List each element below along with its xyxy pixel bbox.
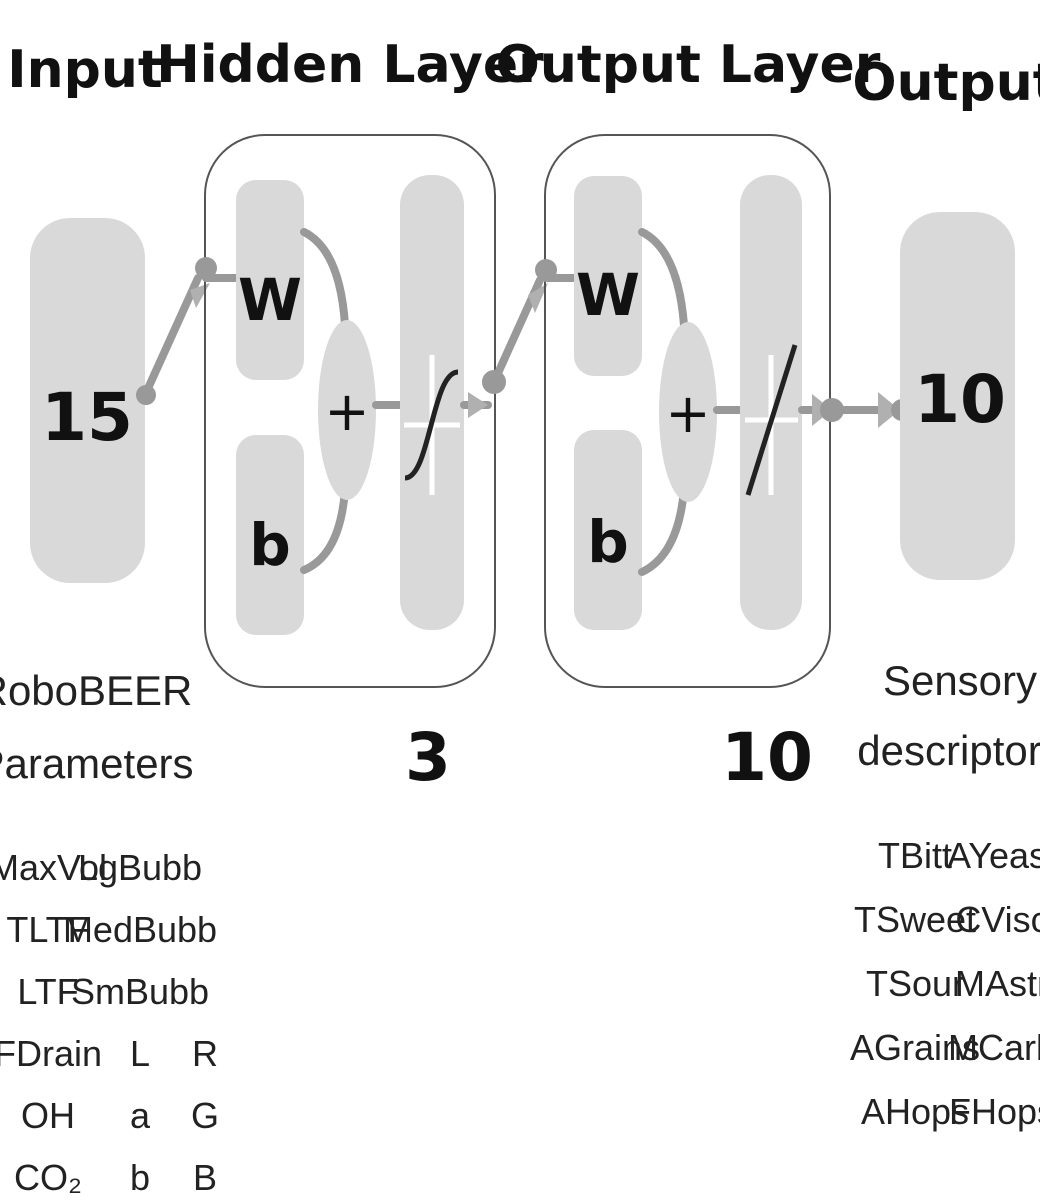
output-weight-to-sum [638, 228, 688, 329]
output-weight-box [574, 176, 642, 376]
sigmoid-activation-icon [404, 355, 460, 495]
descriptor-cell: FHops [949, 1091, 1040, 1132]
param-cell: MedBubb [63, 909, 217, 950]
hidden-weight-to-sum [300, 228, 349, 329]
descriptor-cell: MCarb [948, 1027, 1040, 1068]
param-cell: TLTF [6, 909, 89, 950]
hidden-weight-box [236, 180, 304, 380]
output-bias-box [574, 430, 642, 630]
hidden-out-arrowhead [468, 392, 488, 418]
linear-activation-icon [745, 344, 798, 496]
output-caption-line-1: Sensory [883, 657, 1037, 704]
param-cell: LTF [17, 971, 78, 1012]
hidden-bias-to-sum [300, 486, 349, 574]
hidden-sum-symbol: + [324, 380, 369, 443]
input-caption-line-1: RoboBEER [0, 667, 192, 714]
hidden-bias-box [236, 435, 304, 635]
descriptor-cell: TBitt [878, 835, 952, 876]
param-cell: LgBubb [78, 847, 202, 888]
output-layer-arrowhead [528, 283, 548, 313]
descriptor-cell: AYeast [947, 835, 1040, 876]
input-connection [141, 274, 202, 399]
param-cell: B [193, 1157, 217, 1198]
input-size-label: 15 [41, 379, 133, 456]
descriptor-cell: CVisc [955, 899, 1040, 940]
descriptor-cell: AGrains [850, 1027, 980, 1068]
param-cell: OH [21, 1095, 75, 1136]
param-cell: MaxVol [0, 847, 107, 888]
param-cell: SmBubb [71, 971, 209, 1012]
input-caption-line-2: Parameters [0, 740, 194, 787]
param-cell: L [130, 1033, 150, 1074]
param-cell: a [130, 1095, 151, 1136]
output-arrowhead [878, 392, 900, 428]
hidden-sum-node [318, 320, 376, 500]
output-bias-symbol: b [587, 508, 629, 576]
heading-output-layer: Output Layer [496, 35, 881, 95]
output-weight-symbol: W [576, 261, 640, 329]
output-block [900, 212, 1015, 580]
hidden-layer-frame [204, 134, 496, 688]
hidden-weight-symbol: W [238, 266, 302, 334]
hidden-bias-symbol: b [249, 511, 291, 579]
output-bias-to-sum [638, 486, 688, 576]
input-parameter-list: MaxVol LgBubb TLTF MedBubb LTF SmBubb FD… [0, 847, 219, 1198]
hidden-size-label: 3 [405, 719, 451, 796]
param-cell: CO₂ [14, 1157, 82, 1198]
output-size-label: 10 [914, 361, 1006, 438]
hidden-entry-dot [195, 257, 217, 279]
param-cell: b [130, 1157, 150, 1198]
descriptor-cell: TSour [866, 963, 964, 1004]
descriptor-cell: AHops [861, 1091, 969, 1132]
output-descriptor-list: TBitt AYeast TSweet CVisc TSour MAstr AG… [850, 835, 1040, 1132]
param-cell: FDrain [0, 1033, 102, 1074]
output-layer-size-label: 10 [721, 719, 813, 796]
output-caption-line-2: descriptors [857, 727, 1040, 774]
heading-input: Input [7, 40, 162, 100]
output-sum-symbol: + [665, 382, 710, 445]
descriptor-cell: MAstr [955, 963, 1040, 1004]
param-cell: G [191, 1095, 219, 1136]
input-block [30, 218, 145, 583]
param-cell: R [192, 1033, 218, 1074]
heading-hidden-layer: Hidden Layer [156, 35, 544, 95]
descriptor-cell: TSweet [854, 899, 976, 940]
input-connector-dot [136, 385, 156, 405]
heading-output: Output [852, 53, 1040, 113]
output-sum-node [659, 322, 717, 502]
